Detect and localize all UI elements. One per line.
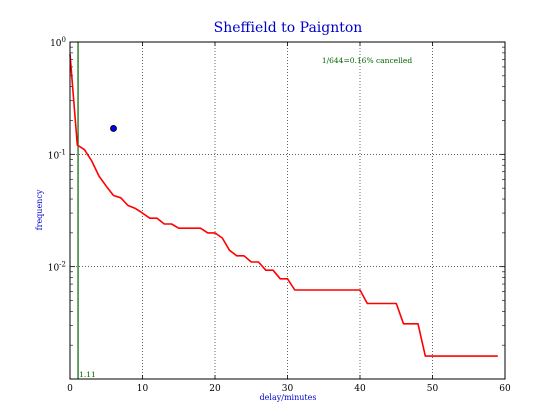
y-tick-label-exponent: -2	[59, 261, 66, 269]
y-tick-label-exponent: -1	[59, 148, 66, 156]
y-tick-label-base: 10	[48, 151, 60, 161]
y-tick-label-exponent: 0	[62, 36, 66, 44]
x-tick-label: 40	[354, 384, 366, 394]
cancellation-annotation: 1/644=0.16% cancelled	[322, 56, 412, 65]
y-tick-label-base: 10	[50, 39, 62, 49]
grid	[70, 42, 505, 379]
y-tick-label-base: 10	[48, 264, 60, 274]
y-tick-label: 10-1	[48, 148, 66, 161]
chart-title: Sheffield to Paignton	[214, 20, 363, 36]
y-tick-label: 100	[50, 36, 66, 49]
x-tick-label: 60	[499, 384, 511, 394]
mean-delay-label: 1.11	[79, 370, 96, 379]
y-tick-label: 10-2	[48, 261, 66, 274]
y-axis-label: frequency	[35, 189, 44, 230]
x-tick-label: 0	[67, 384, 73, 394]
x-tick-label: 10	[137, 384, 149, 394]
series-layer	[69, 42, 498, 379]
data-point	[110, 125, 117, 132]
x-tick-label: 20	[209, 384, 221, 394]
delay-frequency-line	[69, 54, 498, 357]
x-tick-label: 30	[282, 384, 294, 394]
plot-frame	[69, 41, 506, 380]
x-axis-label: delay/minutes	[260, 393, 317, 402]
x-tick-label: 50	[427, 384, 439, 394]
